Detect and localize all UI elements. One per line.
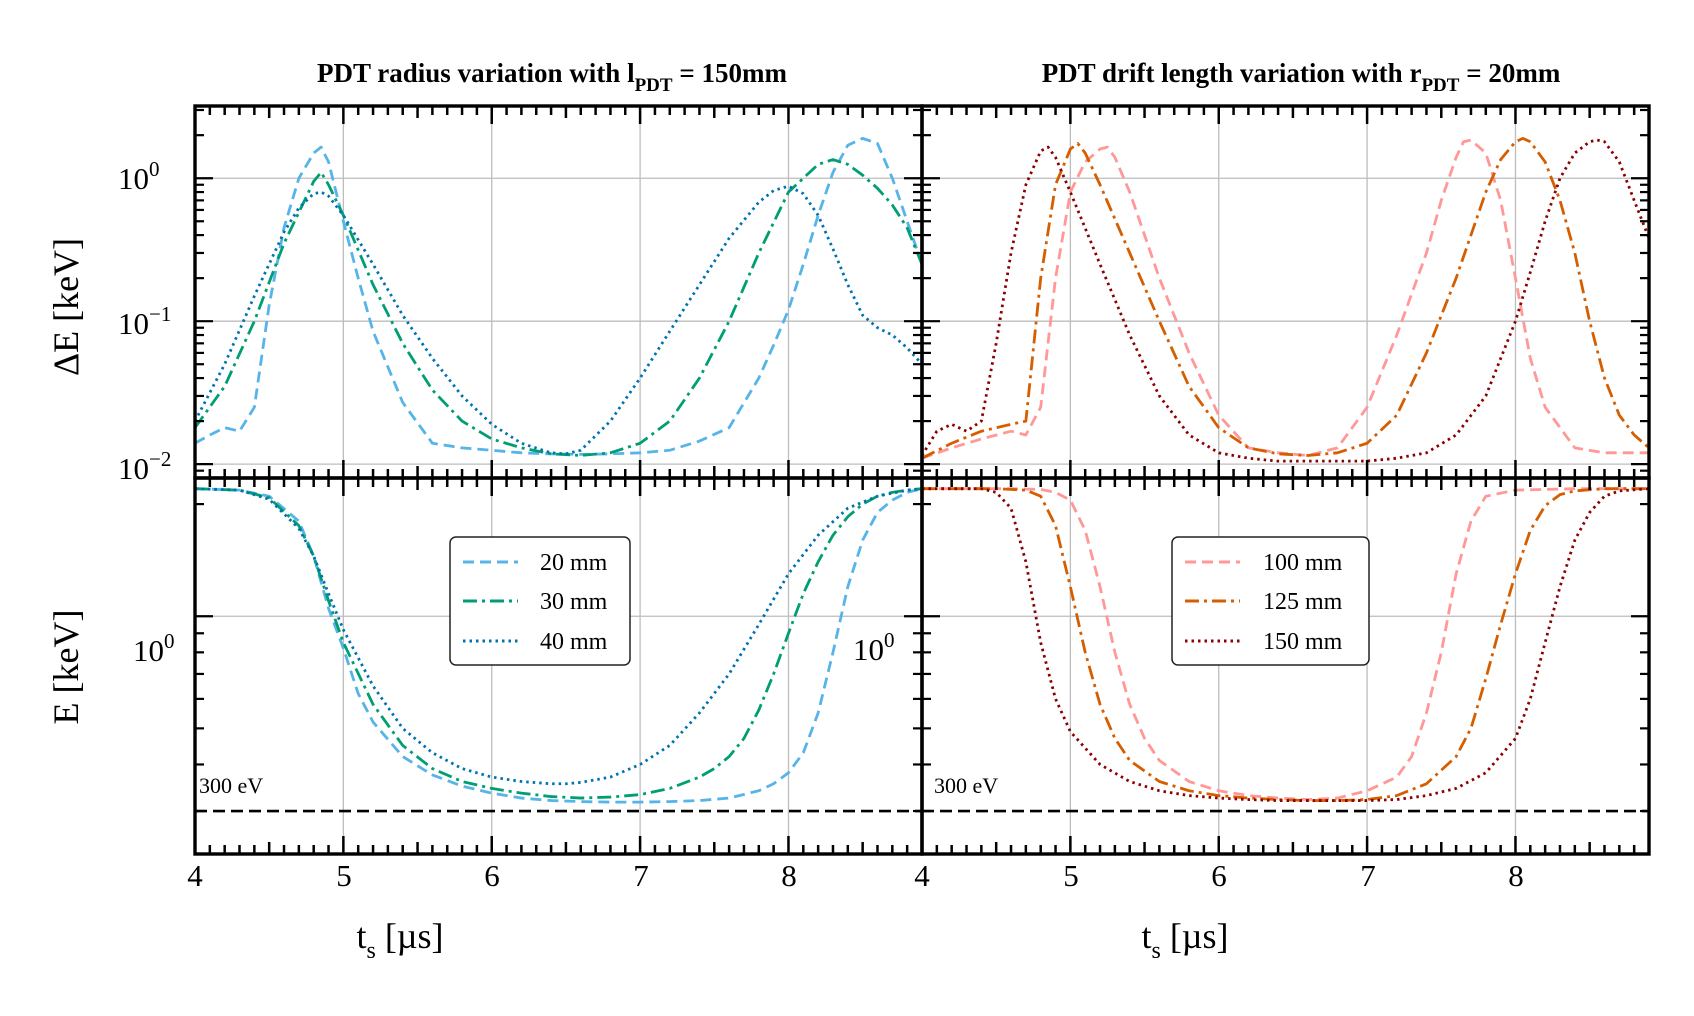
xtick-left-8: 8 <box>781 858 797 893</box>
left-panel-title: PDT radius variation with lPDT = 150mm <box>317 58 787 96</box>
panel-tr-series-125mm <box>922 136 1649 460</box>
legend-right-label-100mm: 100 mm <box>1263 550 1343 576</box>
panel-bl-series-30mm <box>195 487 922 800</box>
bottom-ylabel: E [keV] <box>46 610 86 725</box>
xtick-right-6: 6 <box>1211 858 1227 893</box>
panel-bottom-right <box>920 476 1651 856</box>
panel-tr-series-100mm <box>922 138 1649 460</box>
legend-left: 20 mm 30 mm 40 mm <box>449 536 631 666</box>
legend-right-box <box>1171 536 1370 666</box>
panel-tl-series-40mm <box>195 184 922 456</box>
panel-tr-series <box>922 136 1649 463</box>
right-xlabel: ts [µs] <box>1141 916 1228 964</box>
xtick-left-6: 6 <box>484 858 500 893</box>
panel-br-frame <box>920 476 1651 856</box>
xtick-shared-4: 4 <box>914 858 930 893</box>
legend-left-box <box>449 536 631 666</box>
ytick-bottom-1e0: 100 <box>133 629 175 668</box>
legend-left-label-30mm: 30 mm <box>540 589 608 615</box>
ytick-top-1e-2: 10−2 <box>118 447 171 486</box>
panel-tl-series-30mm <box>195 158 922 457</box>
legend-right: 100 mm 125 mm 150 mm <box>1171 536 1370 666</box>
panel-br-series <box>922 487 1649 802</box>
panel-tl-series-20mm <box>195 136 922 456</box>
xtick-left-5: 5 <box>336 858 352 893</box>
legend-right-label-125mm: 125 mm <box>1263 589 1343 615</box>
xtick-right-7: 7 <box>1360 858 1376 893</box>
panel-tr-series-150mm <box>922 138 1649 463</box>
ytick-top-1e-1: 10−1 <box>118 302 171 341</box>
top-ylabel: ΔE [keV] <box>46 238 86 376</box>
legend-left-label-40mm: 40 mm <box>540 629 608 655</box>
right-panel-title: PDT drift length variation with rPDT = 2… <box>1042 58 1561 96</box>
xtick-right-8: 8 <box>1508 858 1524 893</box>
panel-bl-series <box>195 487 922 804</box>
panel-br-series-150mm <box>922 487 1649 802</box>
left-xlabel: ts [µs] <box>356 916 443 964</box>
legend-left-label-20mm: 20 mm <box>540 550 608 576</box>
hline-label-right: 300 eV <box>934 773 998 798</box>
xtick-left-4: 4 <box>187 858 203 893</box>
hline-label-left: 300 eV <box>199 773 263 798</box>
ytick-top-1e0: 100 <box>118 157 160 196</box>
legend-right-label-150mm: 150 mm <box>1263 629 1343 655</box>
panel-tl-series <box>195 136 922 457</box>
inner-label-1e0: 100 <box>853 628 895 667</box>
xtick-right-5: 5 <box>1063 858 1079 893</box>
xtick-left-7: 7 <box>633 858 649 893</box>
